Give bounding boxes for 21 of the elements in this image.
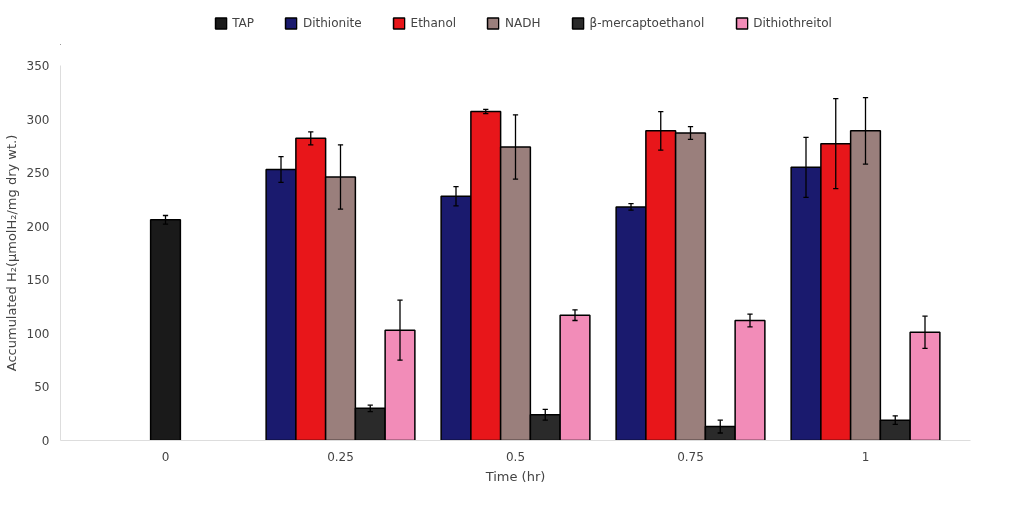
x-tick-label: 1 bbox=[861, 449, 870, 464]
y-tick-label: 0 bbox=[41, 434, 50, 448]
x-tick-label: 0.75 bbox=[677, 449, 704, 464]
y-tick-label: 300 bbox=[26, 112, 50, 127]
legend-label: NADH bbox=[505, 15, 541, 30]
y-tick-label: 200 bbox=[26, 219, 50, 234]
y-tick-label: 250 bbox=[26, 166, 50, 181]
legend-label: Dithiothreitol bbox=[753, 15, 832, 30]
legend-label: β-mercaptoethanol bbox=[589, 15, 705, 30]
y-tick-label: 100 bbox=[26, 326, 50, 341]
legend-label: Dithionite bbox=[302, 15, 362, 30]
y-tick-label: 350 bbox=[26, 59, 50, 73]
x-tick-label: 0 bbox=[161, 449, 170, 464]
x-tick-label: 0.5 bbox=[505, 449, 526, 464]
legend-label: Ethanol bbox=[410, 15, 457, 30]
x-axis-title: Time (hr) bbox=[484, 468, 546, 484]
y-tick-label: 50 bbox=[34, 380, 50, 395]
y-axis-title: Accumulated H₂(μmolH₂/mg dry wt.) bbox=[3, 134, 19, 372]
y-tick-label: 150 bbox=[26, 273, 50, 288]
x-tick-label: 0.25 bbox=[327, 449, 354, 464]
legend-label: TAP bbox=[232, 15, 254, 30]
